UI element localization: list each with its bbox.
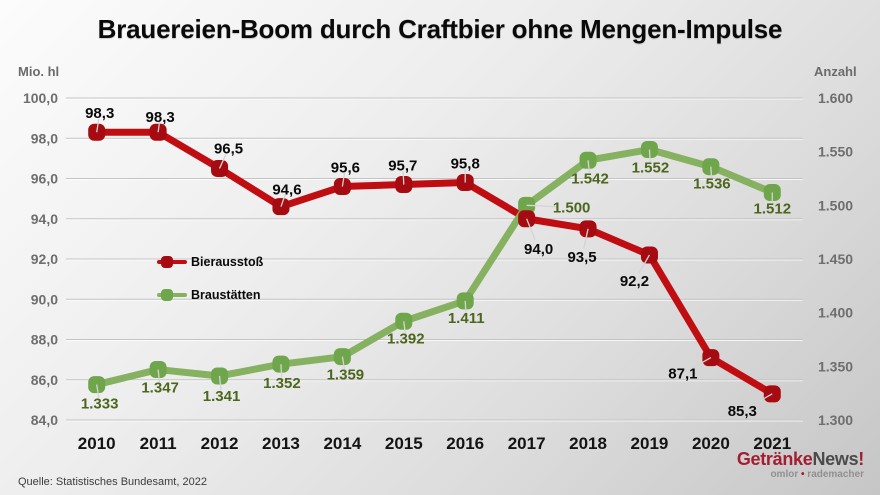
data-label-bierausstoss-2011: 98,3 [146,109,175,126]
x-axis-tick-label: 2011 [140,434,177,453]
label-leader-line [157,369,161,383]
label-leader-line [464,300,467,313]
x-axis-tick-label: 2010 [78,434,116,453]
brand-tagline: omlor • rademacher [737,468,864,481]
label-leader-line [280,364,283,378]
x-axis-tick-label: 2018 [569,434,607,453]
right-axis-title: Anzahl [814,64,857,79]
data-label-braustaetten-2018: 1.542 [571,170,609,187]
source-note: Quelle: Statistisches Bundesamt, 2022 [18,476,207,488]
legend-label-bierausstoss: Bierausstoß [191,255,264,269]
data-label-braustaetten-2012: 1.341 [203,388,241,405]
legend-item-braustaetten: Braustätten [157,287,263,303]
data-label-bierausstoss-2014: 95,6 [331,160,360,177]
label-leader-line [638,254,651,274]
data-label-bierausstoss-2017: 94,0 [524,241,553,258]
brand-logo: GetränkeNews! omlor • rademacher [737,450,864,480]
brand-news: News [812,449,859,469]
label-leader-line [648,149,651,163]
data-label-braustaetten-2015: 1.392 [387,330,425,347]
data-label-bierausstoss-2010: 98,3 [85,105,114,122]
x-axis-tick-label: 2015 [385,434,423,453]
label-leader-line [96,384,100,398]
data-label-braustaetten-2019: 1.552 [632,160,670,177]
braustaetten-line-marker-icon [157,288,187,302]
right-axis-tick-label: 1.600 [818,90,853,106]
data-label-braustaetten-2020: 1.536 [693,176,731,193]
tagline-omlor: omlor [770,468,799,480]
left-axis-tick-label: 92,0 [31,251,58,267]
brand-getraenke: Getränke [736,449,813,469]
x-axis-tick-label: 2019 [631,434,669,453]
data-label-bierausstoss-2015: 95,7 [388,158,417,175]
bierausstoss-line-marker-icon [157,255,187,269]
chart-legend: Bierausstoß Braustätten [157,254,263,320]
tagline-bullet-icon: • [801,468,805,480]
brand-exclamation: ! [858,449,864,469]
right-axis-tick-label: 1.300 [818,412,853,428]
left-axis-tick-label: 100,0 [23,90,58,106]
left-axis-tick-label: 86,0 [31,372,58,388]
label-leader-line [526,218,536,240]
right-axis-tick-label: 1.400 [818,305,853,321]
x-axis-tick-label: 2014 [323,434,361,453]
label-leader-line [587,160,591,173]
right-axis-tick-label: 1.550 [818,144,853,160]
x-axis-tick-label: 2013 [262,434,300,453]
left-axis-tick-label: 90,0 [31,291,58,307]
label-leader-line [157,121,161,133]
left-axis-tick-label: 98,0 [31,130,58,146]
chart-title: Brauereien-Boom durch Craftbier ohne Men… [97,14,783,44]
label-leader-line [280,194,286,207]
x-axis-tick-label: 2020 [692,434,730,453]
data-label-bierausstoss-2019: 92,2 [620,273,649,290]
data-label-braustaetten-2010: 1.333 [81,396,119,413]
x-axis-tick-label: 2021 [753,434,791,453]
legend-label-braustaetten: Braustätten [191,288,261,302]
left-axis-tick-label: 96,0 [31,171,58,187]
left-axis-tick-label: 88,0 [31,332,58,348]
series-line-bierausstoss [93,128,776,398]
x-axis-tick-label: 2017 [508,434,546,453]
label-leader-line [341,173,346,187]
data-label-bierausstoss-2013: 94,6 [272,182,301,199]
left-axis-title: Mio. hl [18,64,60,79]
left-axis-tick-label: 84,0 [31,412,58,428]
data-label-bierausstoss-2021: 85,3 [728,403,757,420]
label-leader-line [710,166,713,179]
tagline-rademacher: rademacher [807,468,864,480]
data-label-bierausstoss-2018: 93,5 [567,249,596,266]
label-leader-line [526,204,559,208]
data-label-bierausstoss-2020: 87,1 [668,366,697,383]
label-leader-line [96,118,100,133]
label-leader-line [690,357,712,370]
brand-wordmark: GetränkeNews! [737,450,864,469]
label-leader-line [218,375,222,391]
right-axis-tick-label: 1.500 [818,197,853,213]
data-label-braustaetten-2013: 1.352 [263,375,301,392]
legend-item-bierausstoss: Bierausstoß [157,254,263,270]
label-leader-line [583,228,589,249]
x-axis-tick-label: 2016 [446,434,484,453]
data-label-braustaetten-2017: 1.500 [553,199,591,216]
x-axis-tick-label: 2012 [201,434,239,453]
label-leader-line [402,171,405,185]
data-label-braustaetten-2014: 1.359 [327,367,365,384]
label-leader-line [403,321,406,334]
data-label-braustaetten-2021: 1.512 [754,200,792,217]
data-label-bierausstoss-2016: 95,8 [451,156,480,173]
series-line-braustaetten [93,146,776,389]
right-axis-tick-label: 1.350 [818,358,853,374]
data-label-braustaetten-2016: 1.411 [448,310,485,327]
label-leader-line [750,393,773,407]
data-label-braustaetten-2011: 1.347 [141,380,179,397]
data-label-bierausstoss-2012: 96,5 [214,140,243,157]
label-leader-line [341,356,346,370]
label-leader-line [218,154,227,169]
left-axis-tick-label: 94,0 [31,211,58,227]
right-axis-tick-label: 1.450 [818,251,853,267]
